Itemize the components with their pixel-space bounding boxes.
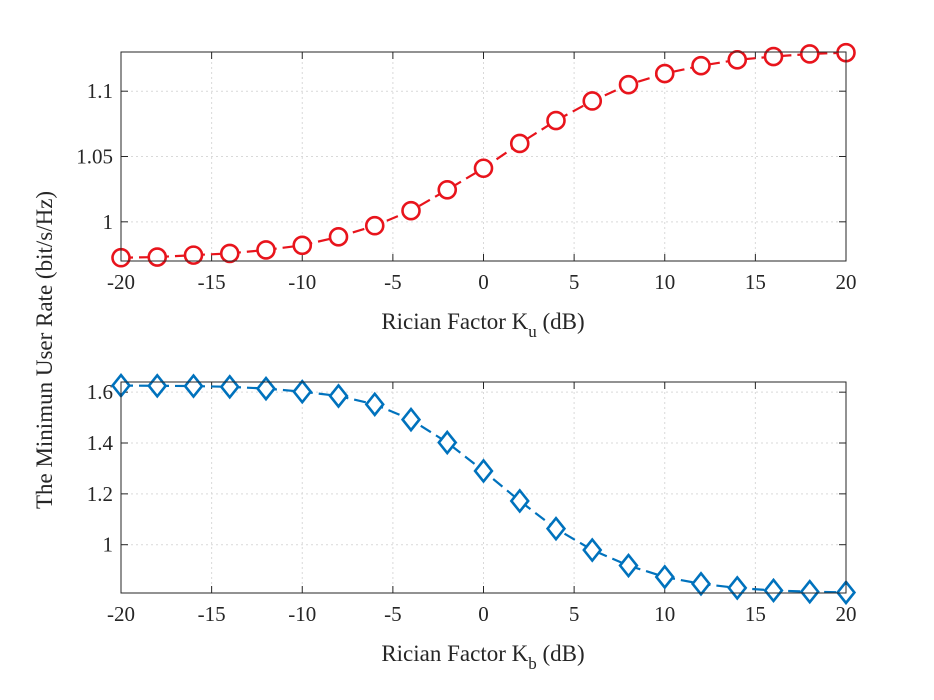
top-grid — [121, 52, 846, 261]
bottom-x-axis-label: Rician Factor Kb (dB) — [381, 641, 584, 673]
data-point-diamond — [763, 577, 784, 604]
x-tick-label: 5 — [569, 602, 580, 626]
data-point-diamond — [690, 571, 712, 597]
x-tick-label: 5 — [569, 270, 580, 294]
y-tick-label: 1.4 — [87, 431, 114, 455]
top-axes-frame — [120, 51, 847, 262]
data-point-diamond — [292, 379, 313, 405]
top-subplot: -20 -15 -10 -5 0 5 10 15 20 1 1.05 1.1 Rician Facto… — [76, 42, 857, 341]
data-point-circle — [147, 247, 168, 267]
data-point-diamond — [473, 458, 494, 484]
data-point-diamond — [545, 516, 567, 542]
x-tick-label: 10 — [654, 270, 675, 294]
x-tick-label: -5 — [384, 602, 402, 626]
data-point-circle — [654, 63, 675, 84]
bottom-grid — [121, 382, 846, 593]
data-point-circle — [256, 240, 276, 260]
x-tick-label: 10 — [654, 602, 675, 626]
top-x-axis-label: Rician Factor Ku (dB) — [381, 309, 584, 341]
data-point-diamond — [799, 579, 820, 605]
y-tick-label: 1 — [103, 533, 114, 557]
y-tick-label: 1.1 — [87, 79, 113, 103]
data-point-diamond — [400, 407, 422, 433]
bottom-axes-frame — [120, 381, 847, 594]
data-point-circle — [292, 235, 313, 256]
bottom-subplot: -20 -15 -10 -5 0 5 10 15 20 1 1.2 1.4 1.6 Rician Fac… — [87, 372, 857, 673]
x-tick-label: 20 — [836, 602, 857, 626]
data-point-circle — [509, 133, 530, 154]
data-point-diamond — [328, 383, 349, 409]
data-point-diamond — [183, 373, 204, 399]
data-point-diamond — [654, 564, 675, 590]
data-point-circle — [364, 215, 385, 236]
data-point-diamond — [255, 376, 277, 402]
y-axis-label: The Minimun User Rate (bit/s/Hz) — [32, 191, 57, 509]
data-point-diamond — [582, 537, 603, 563]
data-point-circle — [727, 50, 748, 70]
data-point-circle — [401, 200, 421, 221]
data-point-circle — [546, 110, 566, 131]
data-point-diamond — [437, 429, 458, 456]
data-point-circle — [219, 243, 240, 264]
data-point-circle — [473, 158, 494, 179]
x-tick-label: 0 — [478, 602, 489, 626]
y-tick-label: 1.05 — [76, 145, 113, 169]
x-tick-label: -15 — [198, 602, 226, 626]
bottom-ticks: -20 -15 -10 -5 0 5 10 15 20 1 1.2 1.4 1.6 — [87, 380, 857, 626]
data-point-circle — [183, 245, 204, 265]
x-tick-label: 15 — [745, 270, 766, 294]
data-point-circle — [763, 46, 784, 67]
data-point-circle — [799, 44, 820, 64]
data-point-circle — [437, 180, 458, 200]
data-point-circle — [582, 91, 603, 111]
y-tick-label: 1.6 — [87, 380, 113, 404]
data-point-diamond — [364, 391, 385, 417]
x-tick-label: 0 — [478, 270, 489, 294]
y-tick-label: 1 — [103, 210, 114, 234]
data-point-diamond — [618, 552, 639, 579]
x-tick-label: -10 — [288, 602, 316, 626]
y-tick-label: 1.2 — [87, 482, 113, 506]
top-ticks: -20 -15 -10 -5 0 5 10 15 20 1 1.05 1.1 — [76, 52, 857, 294]
top-series — [111, 42, 856, 268]
x-tick-label: -10 — [288, 270, 316, 294]
data-point-circle — [618, 74, 639, 95]
x-tick-label: -15 — [198, 270, 226, 294]
data-point-circle — [328, 227, 349, 247]
x-tick-label: -20 — [107, 270, 135, 294]
data-point-diamond — [509, 488, 530, 514]
x-tick-label: 20 — [836, 270, 857, 294]
x-tick-label: -20 — [107, 602, 135, 626]
data-point-circle — [691, 55, 711, 76]
x-tick-label: 15 — [745, 602, 766, 626]
x-tick-label: -5 — [384, 270, 402, 294]
